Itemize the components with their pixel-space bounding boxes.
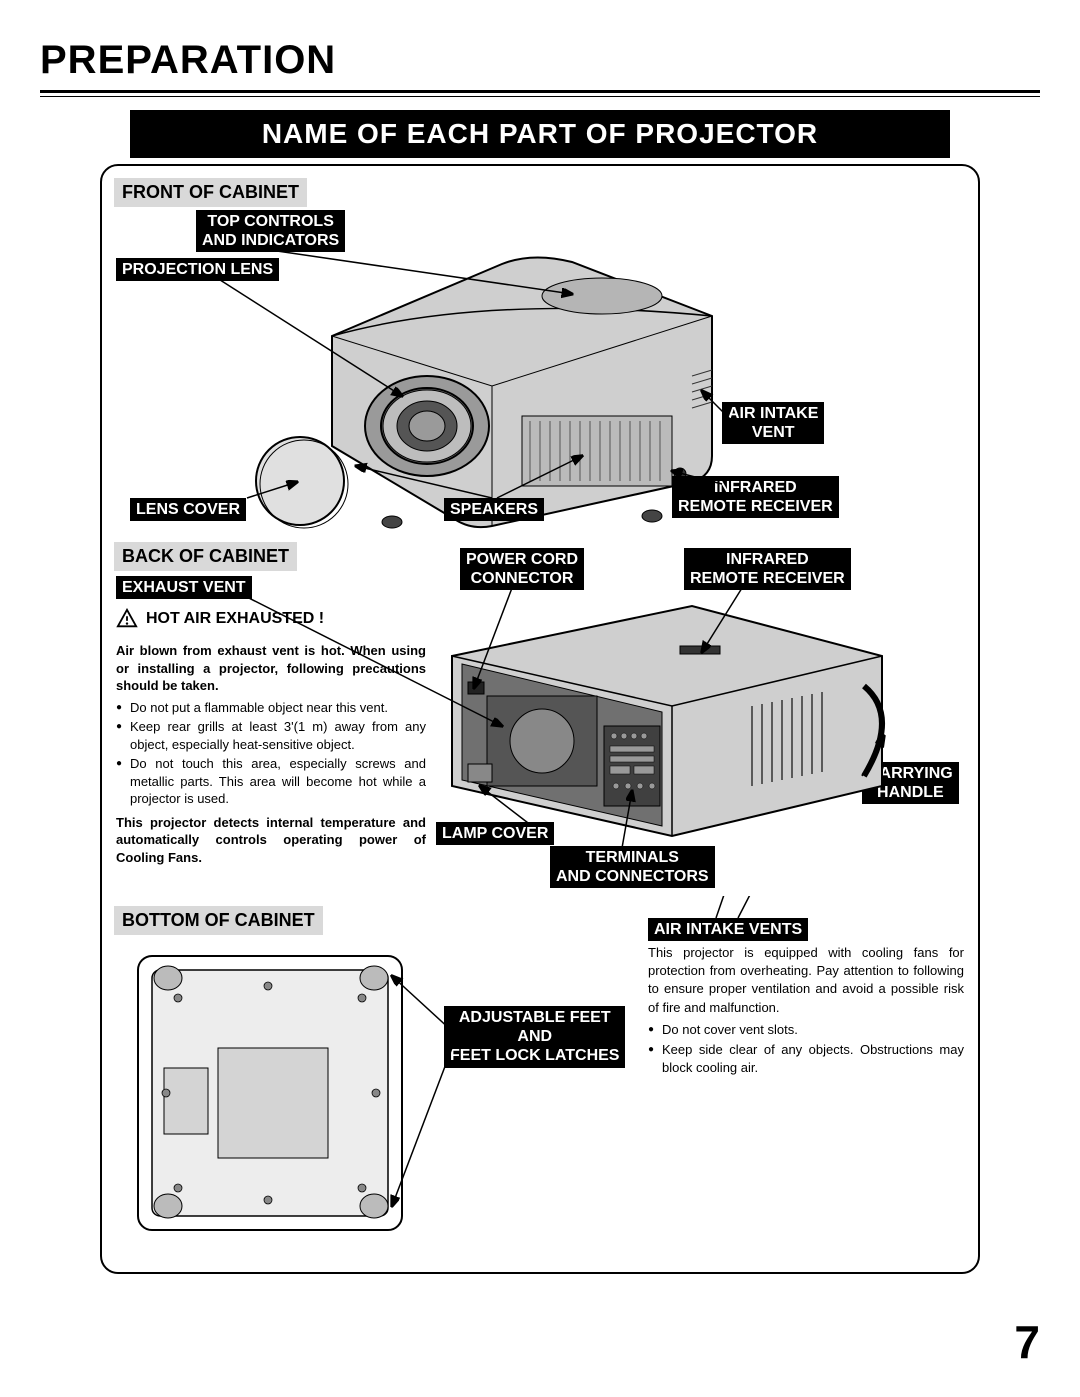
front-leaders bbox=[102, 166, 982, 546]
back-leaders bbox=[102, 536, 982, 906]
section-banner: NAME OF EACH PART OF PROJECTOR bbox=[130, 110, 950, 158]
vent-bullet-1: Do not cover vent slots. bbox=[648, 1021, 964, 1039]
vent-bullet-2: Keep side clear of any objects. Obstruct… bbox=[648, 1041, 964, 1077]
vent-note: This projector is equipped with cooling … bbox=[648, 944, 964, 1079]
rule-heavy bbox=[40, 90, 1040, 93]
vent-note-intro: This projector is equipped with cooling … bbox=[648, 944, 964, 1017]
page-title: PREPARATION bbox=[40, 38, 336, 83]
diagram-frame: FRONT OF CABINET bbox=[100, 164, 980, 1274]
page-number: 7 bbox=[1014, 1315, 1040, 1369]
rule-light bbox=[40, 96, 1040, 97]
